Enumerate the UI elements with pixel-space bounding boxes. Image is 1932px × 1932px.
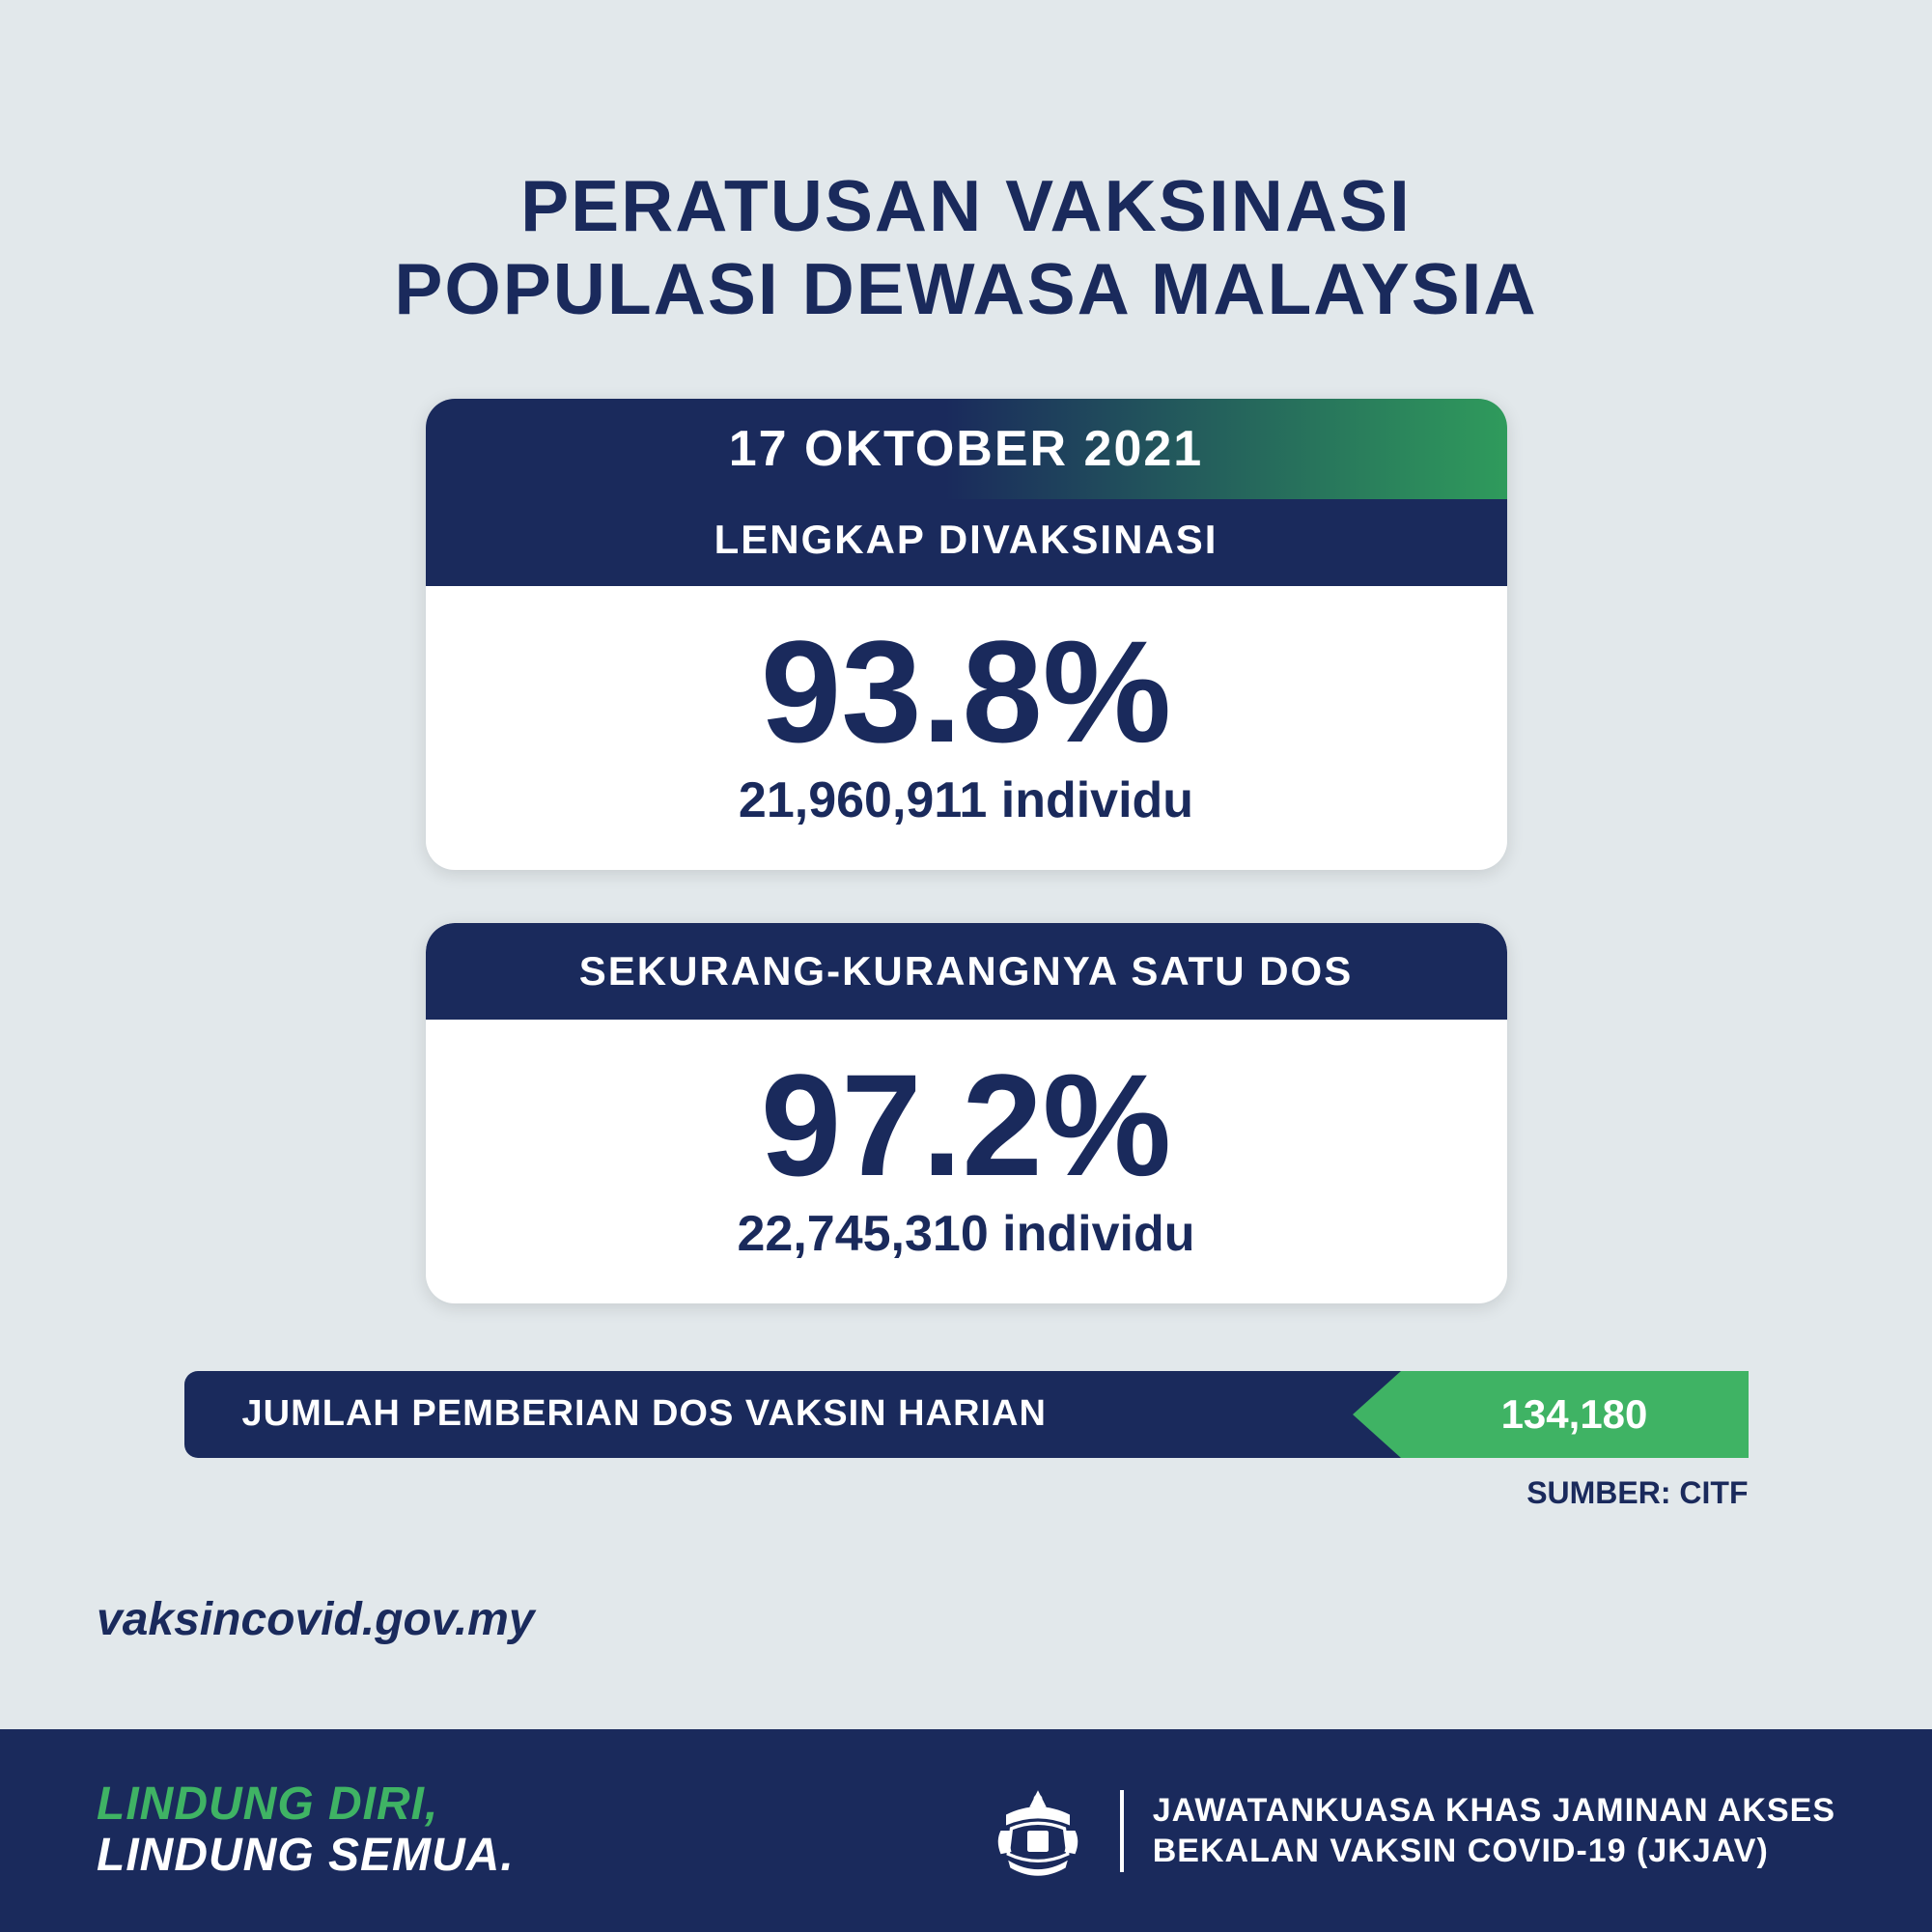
footer-right: JAWATANKUASA KHAS JAMINAN AKSES BEKALAN … (985, 1778, 1835, 1884)
source-text: SUMBER: CITF (184, 1475, 1749, 1511)
daily-doses-value-wrap: 134,180 (1401, 1371, 1749, 1458)
footer: LINDUNG DIRI, LINDUNG SEMUA. (0, 1729, 1932, 1932)
title-line-1: PERATUSAN VAKSINASI (0, 164, 1932, 247)
card-one-dose-label: SEKURANG-KURANGNYA SATU DOS (426, 923, 1507, 1020)
org-line-2: BEKALAN VAKSIN COVID-19 (JKJAV) (1153, 1831, 1835, 1872)
date-bar: 17 OKTOBER 2021 (426, 399, 1507, 499)
page-title: PERATUSAN VAKSINASI POPULASI DEWASA MALA… (0, 0, 1932, 331)
slogan-line-2: LINDUNG SEMUA. (97, 1831, 515, 1882)
infographic-root: PERATUSAN VAKSINASI POPULASI DEWASA MALA… (0, 0, 1932, 1932)
slogan: LINDUNG DIRI, LINDUNG SEMUA. (97, 1779, 515, 1882)
card-fully-percent: 93.8% (426, 586, 1507, 764)
website-url: vaksincovid.gov.my (97, 1593, 535, 1646)
card-one-dose: SEKURANG-KURANGNYA SATU DOS 97.2% 22,745… (426, 923, 1507, 1303)
card-fully-vaccinated: 17 OKTOBER 2021 LENGKAP DIVAKSINASI 93.8… (426, 399, 1507, 870)
organization-name: JAWATANKUASA KHAS JAMINAN AKSES BEKALAN … (1120, 1790, 1835, 1872)
daily-doses-value: 134,180 (1501, 1391, 1648, 1438)
daily-doses-label: JUMLAH PEMBERIAN DOS VAKSIN HARIAN (184, 1393, 1047, 1435)
card-one-dose-count: 22,745,310 individu (426, 1197, 1507, 1303)
crest-icon (985, 1778, 1091, 1884)
card-one-dose-percent: 97.2% (426, 1020, 1507, 1197)
card-fully-label: LENGKAP DIVAKSINASI (426, 499, 1507, 586)
slogan-line-1: LINDUNG DIRI, (97, 1779, 515, 1831)
org-line-1: JAWATANKUASA KHAS JAMINAN AKSES (1153, 1790, 1835, 1832)
title-line-2: POPULASI DEWASA MALAYSIA (0, 247, 1932, 330)
card-fully-count: 21,960,911 individu (426, 764, 1507, 870)
daily-doses-bar: JUMLAH PEMBERIAN DOS VAKSIN HARIAN 134,1… (184, 1371, 1749, 1458)
